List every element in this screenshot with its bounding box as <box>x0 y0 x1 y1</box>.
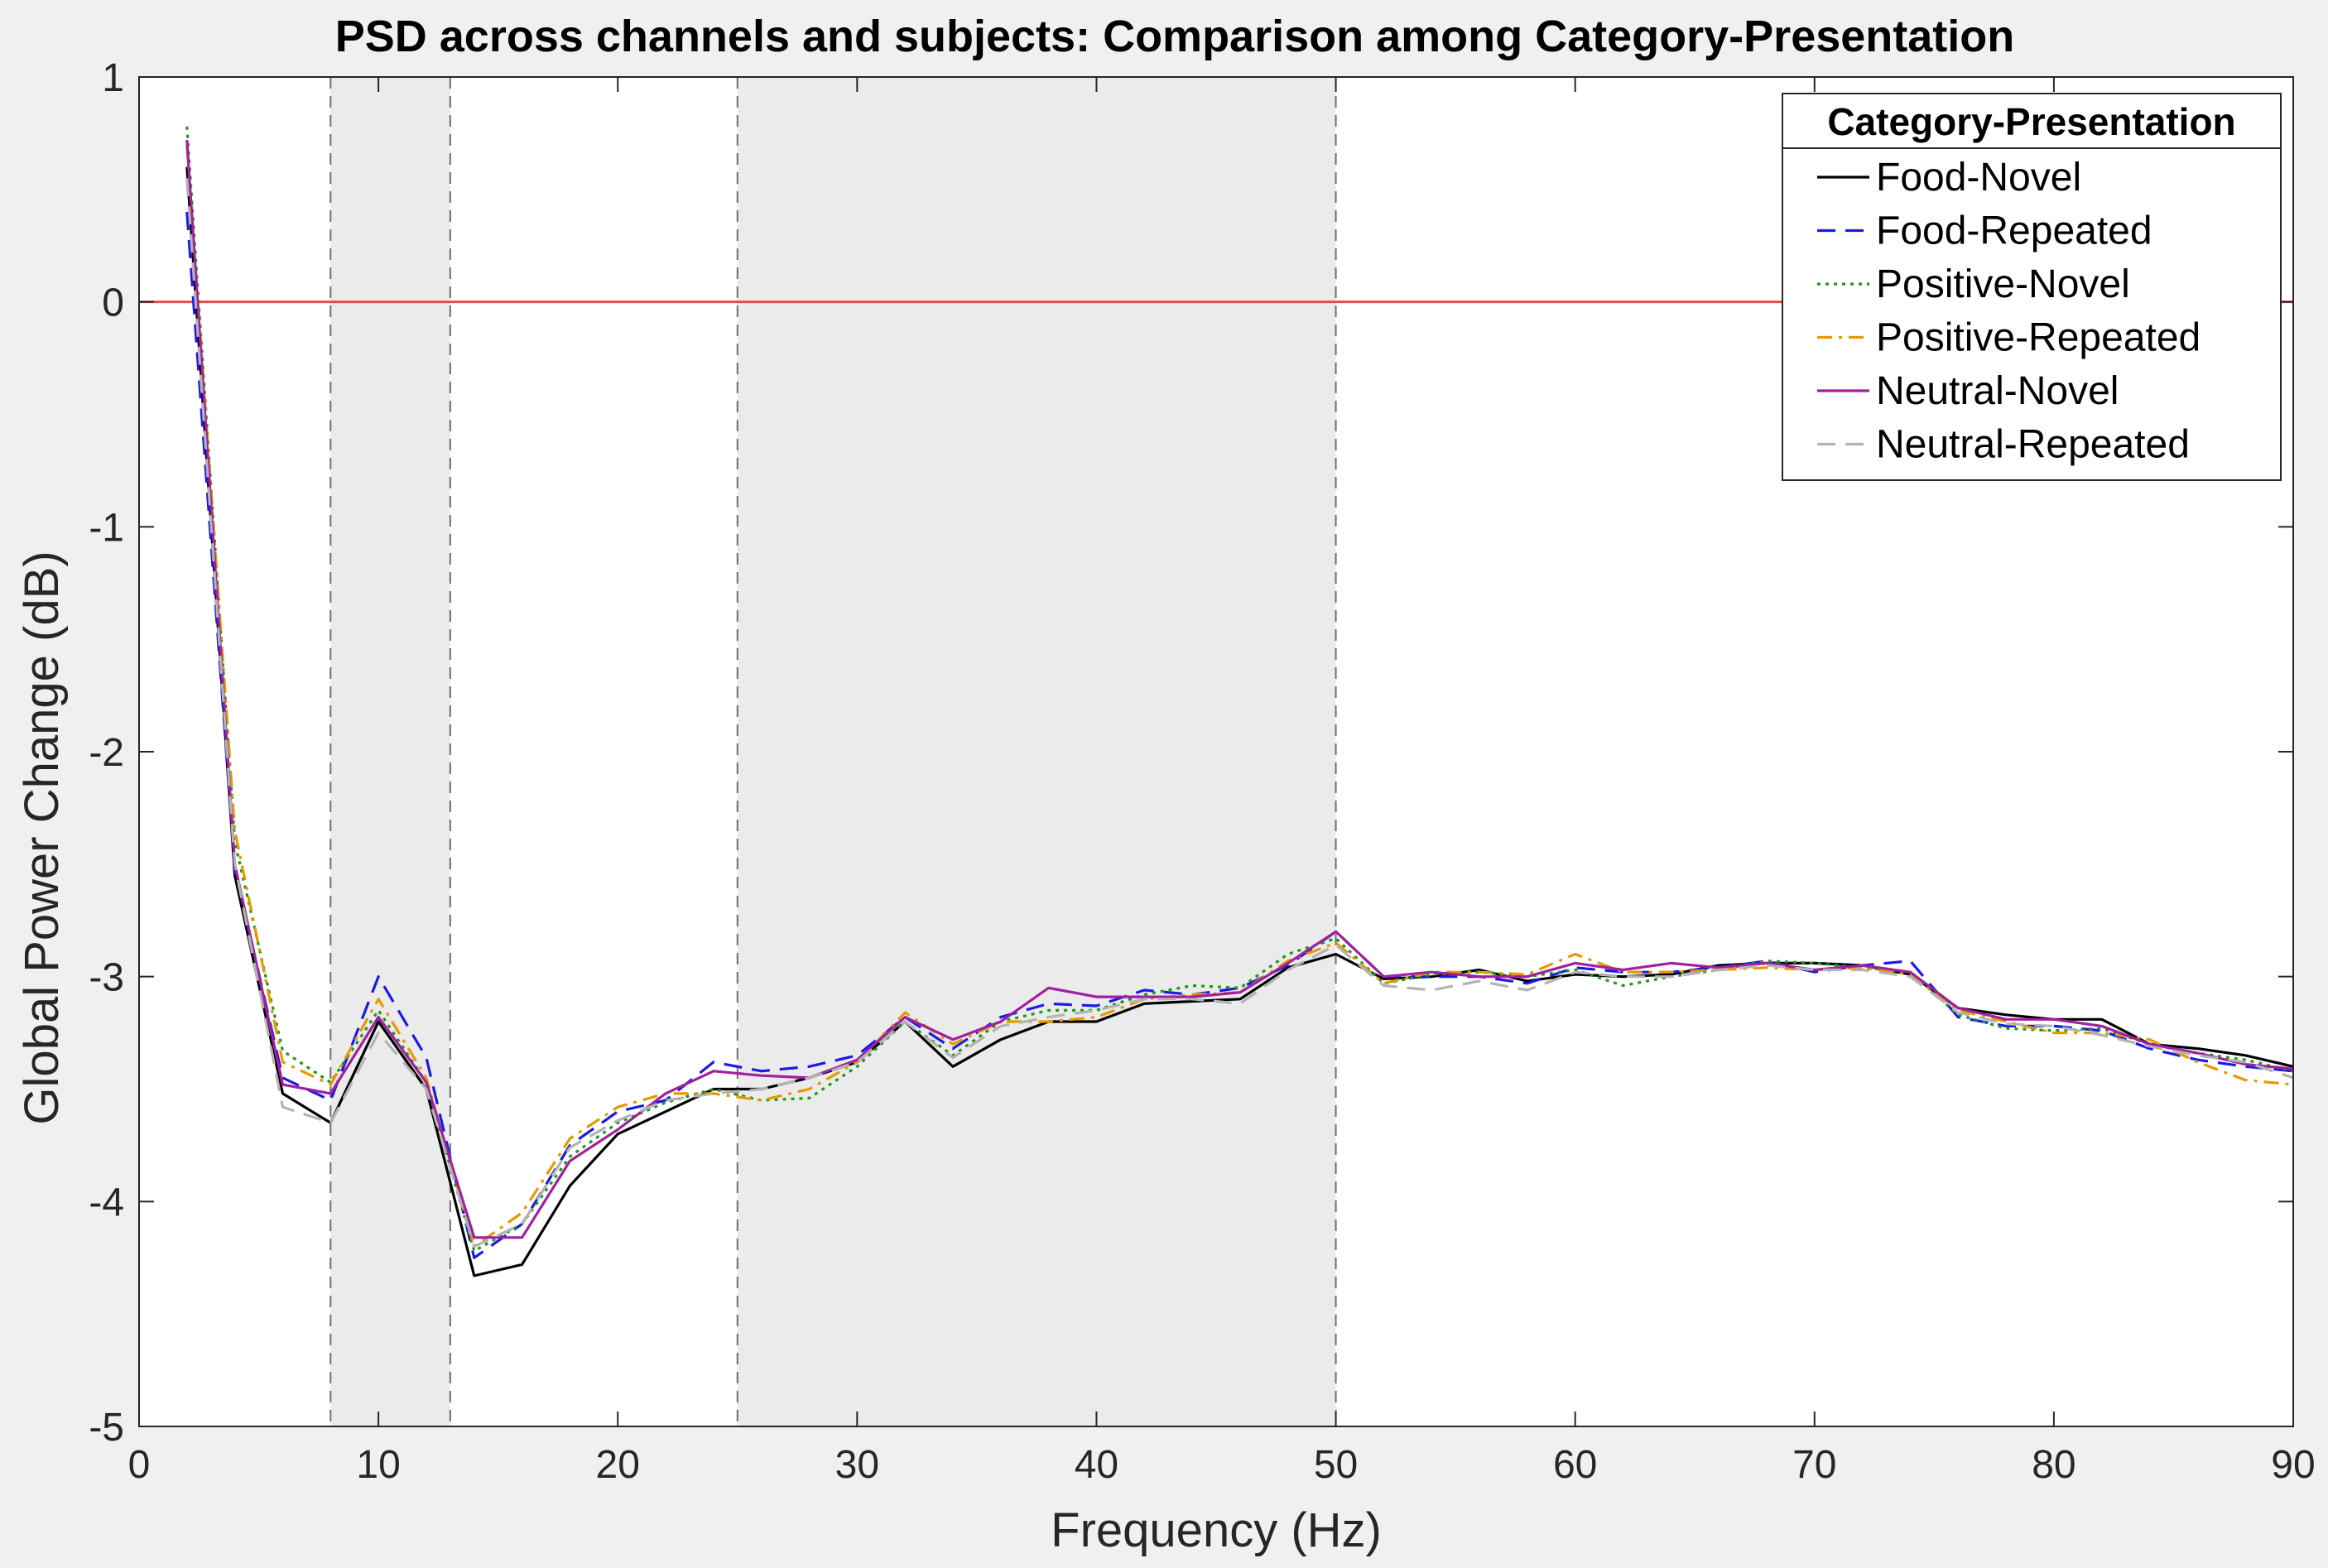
series-line-neutral-novel <box>185 139 2294 1239</box>
series-line-neutral-repeated <box>185 178 2294 1248</box>
shaded-band <box>737 77 1336 1426</box>
chart-title: PSD across channels and subjects: Compar… <box>335 12 2015 61</box>
series-lines <box>185 126 2294 1277</box>
shaded-band <box>330 77 450 1426</box>
legend: Category-Presentation Food-Novel Food-Repe… <box>1782 93 2282 481</box>
legend-label: Positive-Repeated <box>1876 316 2201 360</box>
x-tick-label: 0 <box>128 1443 151 1487</box>
y-tick-label: -3 <box>89 956 124 1000</box>
x-axis-label: Frequency (Hz) <box>1051 1503 1382 1557</box>
x-tick-label: 50 <box>1314 1443 1358 1487</box>
legend-label: Neutral-Novel <box>1876 369 2119 413</box>
y-tick-label: -1 <box>89 506 124 550</box>
x-tick-label: 60 <box>1553 1443 1597 1487</box>
y-tick-label: -4 <box>89 1181 124 1224</box>
legend-box <box>1782 93 2282 481</box>
y-tick-label: 1 <box>102 56 124 100</box>
x-tick-label: 40 <box>1075 1443 1118 1487</box>
legend-label: Positive-Novel <box>1876 262 2130 306</box>
legend-label: Food-Repeated <box>1876 209 2152 253</box>
series-line-positive-repeated <box>185 144 2294 1248</box>
legend-label: Food-Novel <box>1876 156 2081 200</box>
y-axis-label: Global Power Change (dB) <box>15 551 69 1124</box>
legend-label: Neutral-Repeated <box>1876 423 2190 467</box>
x-tick-label: 30 <box>835 1443 879 1487</box>
y-tick-label: -5 <box>89 1406 124 1450</box>
y-tick-label: -2 <box>89 731 124 775</box>
x-tick-label: 10 <box>356 1443 400 1487</box>
x-tick-label: 90 <box>2271 1443 2315 1487</box>
x-tick-label: 70 <box>1792 1443 1836 1487</box>
x-tick-label: 80 <box>2032 1443 2075 1487</box>
y-tick-label: 0 <box>102 281 124 325</box>
x-tick-label: 20 <box>596 1443 640 1487</box>
legend-title: Category-Presentation <box>1827 100 2235 143</box>
